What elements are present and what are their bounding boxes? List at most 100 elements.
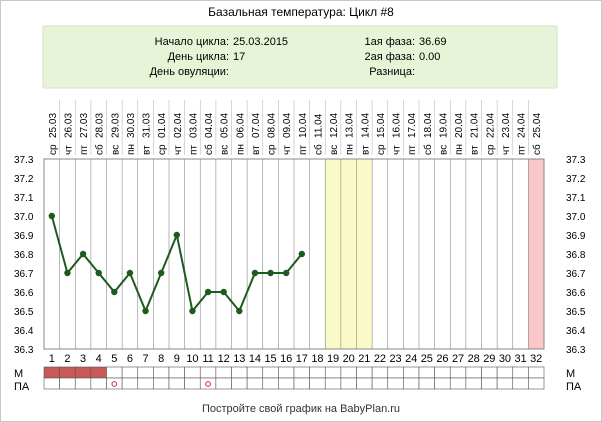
- date-label: 21.04: [470, 113, 481, 138]
- m-row-cell: [309, 366, 326, 379]
- weekday-label: чт: [392, 145, 403, 155]
- weekday-labels: ср чт пт сб вс пн вт ср чт пт сб вс пн вт ср чт пт сб вс пн…: [48, 144, 543, 155]
- day-number-label: 2: [64, 353, 70, 365]
- m-row-cell: [106, 366, 123, 379]
- phase1-label: 1ая фаза:: [364, 36, 415, 48]
- m-row-cell: [356, 366, 373, 379]
- pa-row-cell: [449, 377, 467, 390]
- y-tick-label-right: 37.2: [566, 174, 586, 185]
- pa-row-cell: [246, 377, 264, 390]
- m-row-cell: [496, 366, 514, 379]
- pa-row-cell: [481, 377, 498, 390]
- temperature-point: [126, 269, 134, 277]
- weekday-label: сб: [422, 144, 434, 155]
- pa-row-cell: [309, 377, 326, 390]
- day-number-label: 5: [111, 353, 117, 365]
- m-row-cell: [512, 366, 529, 379]
- weekday-label: сб: [312, 144, 324, 155]
- pa-row-cell: [90, 377, 107, 390]
- footer-text[interactable]: Постройте свой график на BabyPlan.ru: [202, 403, 400, 415]
- pa-row-cell: [496, 377, 514, 390]
- m-row-cell: [418, 366, 435, 379]
- day-number-label: 13: [233, 353, 245, 365]
- day-number-label: 12: [218, 353, 230, 365]
- day-number-label: 23: [389, 353, 401, 365]
- pa-row-cell: [434, 377, 451, 390]
- day-number-label: 27: [452, 353, 464, 365]
- m-row-label-right: М: [566, 368, 575, 380]
- pa-row-label-right: ПА: [566, 381, 582, 393]
- date-label: 31.03: [142, 113, 153, 138]
- phase2-value: 0.00: [419, 51, 440, 63]
- m-row-cell: [215, 366, 232, 379]
- pa-row-cell: [293, 377, 310, 390]
- cycle-day-label: День цикла:: [168, 51, 229, 63]
- temperature-point: [189, 307, 196, 315]
- y-tick-label-left: 36.4: [14, 326, 34, 337]
- chart-title: Базальная температура: Цикл #8: [208, 5, 394, 19]
- date-label: 02.04: [173, 113, 184, 138]
- day-number-label: 4: [96, 353, 102, 365]
- date-label: 23.04: [501, 113, 512, 138]
- temperature-point: [204, 288, 212, 296]
- date-label: 06.04: [235, 113, 246, 138]
- y-tick-label-right: 36.4: [566, 326, 586, 337]
- day-number-label: 30: [499, 353, 511, 365]
- temperature-point: [298, 250, 306, 258]
- pa-row-cell: [106, 377, 123, 390]
- pa-marker: [111, 381, 118, 387]
- y-tick-label-left: 37.2: [14, 174, 34, 185]
- day-number-label: 10: [186, 353, 198, 365]
- weekday-label: вс: [329, 145, 340, 155]
- temperature-point: [142, 307, 149, 315]
- temperature-point: [267, 269, 274, 277]
- m-row-cell: [153, 366, 170, 379]
- weekday-label: чт: [282, 145, 293, 155]
- phase1-value: 36.69: [419, 36, 447, 48]
- m-row-label-left: М: [14, 368, 23, 380]
- m-row-cell: [262, 366, 279, 379]
- weekday-label: вт: [360, 145, 371, 155]
- pa-row-cell: [153, 377, 170, 390]
- weekday-label: чт: [173, 145, 184, 155]
- date-label: 14.04: [360, 113, 371, 138]
- pa-row-cell: [262, 377, 279, 390]
- y-tick-label-right: 36.3: [566, 345, 586, 356]
- pa-row-cell: [231, 377, 248, 390]
- m-row-cell: [324, 366, 342, 379]
- date-label: 29.03: [110, 113, 121, 138]
- info-panel: [42, 25, 558, 89]
- highlight-band-pink: [528, 159, 544, 349]
- pa-row-cell: [215, 377, 232, 390]
- date-label: 05.04: [220, 113, 231, 138]
- date-label: 12.04: [329, 113, 340, 138]
- date-label: 08.04: [267, 113, 278, 138]
- date-label: 25.04: [532, 113, 543, 138]
- m-row-cell: [199, 366, 217, 379]
- date-label: 19.04: [438, 113, 449, 138]
- m-row-cell: [184, 366, 201, 379]
- temperature-point: [251, 269, 259, 277]
- phase2-label: 2ая фаза:: [364, 51, 415, 63]
- pa-row-cell: [43, 377, 60, 390]
- date-label: 28.03: [95, 113, 106, 138]
- m-row-cell: [278, 366, 295, 379]
- pa-row-label-left: ПА: [14, 381, 30, 393]
- date-label: 17.04: [407, 113, 418, 138]
- m-row-cell: [43, 366, 60, 379]
- day-number-label: 17: [296, 353, 308, 365]
- y-tick-label-right: 37.0: [566, 212, 586, 223]
- weekday-label: пт: [517, 145, 528, 155]
- highlight-band-yellow: [340, 159, 357, 349]
- y-tick-label-left: 37.0: [14, 212, 34, 223]
- weekday-label: чт: [501, 145, 512, 155]
- date-label: 15.04: [376, 113, 387, 138]
- weekday-label: вс: [438, 145, 449, 155]
- date-label: 27.03: [79, 113, 90, 138]
- cycle-day-value: 17: [233, 51, 245, 63]
- day-number-label: 1: [49, 353, 55, 365]
- m-row-cell: [293, 366, 310, 379]
- y-tick-label-right: 37.1: [566, 193, 586, 204]
- pa-row-cell: [387, 377, 404, 390]
- day-number-label: 24: [405, 353, 417, 365]
